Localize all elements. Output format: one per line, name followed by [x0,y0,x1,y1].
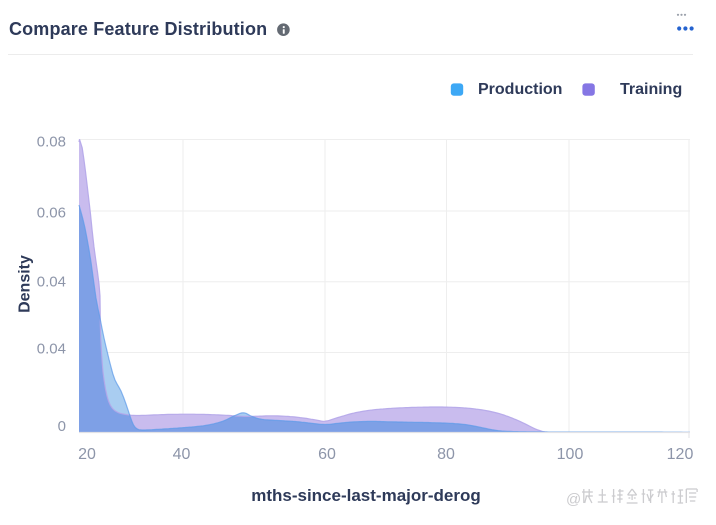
svg-text:120: 120 [667,446,694,463]
svg-text:0.04: 0.04 [37,341,66,358]
svg-text:Density: Density [17,255,34,313]
svg-text:0: 0 [58,418,66,435]
svg-text:60: 60 [318,446,336,463]
svg-text:100: 100 [557,446,584,463]
svg-text:@: @ [566,491,581,508]
svg-text:0.06: 0.06 [37,205,66,222]
svg-text:40: 40 [173,446,191,463]
svg-text:80: 80 [437,446,455,463]
svg-text:20: 20 [78,446,96,463]
svg-text:0.08: 0.08 [37,134,66,151]
svg-text:0.04: 0.04 [37,274,66,291]
